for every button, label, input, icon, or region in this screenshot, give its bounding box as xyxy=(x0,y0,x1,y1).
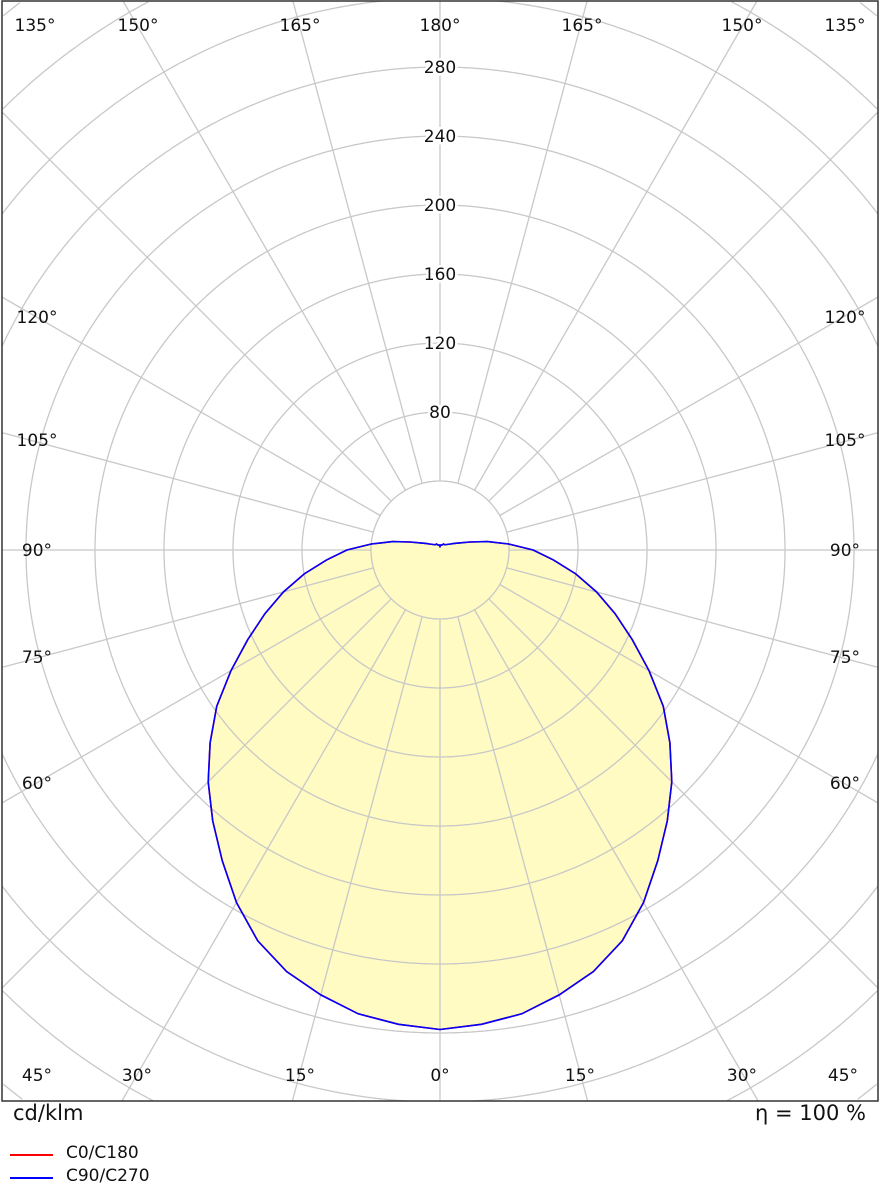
angle-label: 60° xyxy=(22,774,52,794)
grid-spoke xyxy=(506,567,879,668)
angle-label: 30° xyxy=(122,1066,152,1086)
grid-spoke xyxy=(457,0,588,484)
angle-label: 15° xyxy=(285,1066,315,1086)
grid-spoke xyxy=(1,296,381,517)
grid-spoke xyxy=(1,567,374,668)
angle-label: 90° xyxy=(830,541,860,561)
grid-spoke xyxy=(473,0,758,491)
angle-label: 105° xyxy=(17,431,58,451)
unit-label: cd/klm xyxy=(13,1101,84,1125)
radial-tick-label: 280 xyxy=(424,58,456,78)
legend-label-c0: C0/C180 xyxy=(66,1143,139,1163)
grid-ring xyxy=(2,2,878,1100)
angle-label: 180° xyxy=(420,16,461,36)
grid-spoke xyxy=(1,583,381,804)
legend-label-c90: C90/C270 xyxy=(66,1166,150,1186)
angle-label: 75° xyxy=(830,648,860,668)
grid-spoke xyxy=(292,0,423,484)
angle-label: 165° xyxy=(280,16,321,36)
grid-ring xyxy=(2,1,878,1102)
angle-label: 15° xyxy=(565,1066,595,1086)
grid-spoke xyxy=(1,598,392,989)
angle-label: 30° xyxy=(727,1066,757,1086)
angle-label: 135° xyxy=(15,16,56,36)
angle-label: 0° xyxy=(430,1066,449,1086)
radial-tick-label: 200 xyxy=(424,196,456,216)
angle-label: 120° xyxy=(825,308,866,328)
angle-label: 45° xyxy=(828,1066,858,1086)
grid-ring xyxy=(1,0,879,1102)
curve-c90-c270 xyxy=(207,540,673,1031)
angle-label: 90° xyxy=(22,541,52,561)
angle-label: 105° xyxy=(825,431,866,451)
grid-spoke xyxy=(291,616,423,1102)
radial-tick-label: 80 xyxy=(429,403,451,423)
grid-spoke xyxy=(1,111,392,502)
grid-spoke xyxy=(499,583,879,804)
angle-label: 60° xyxy=(830,774,860,794)
efficiency-label: η = 100 % xyxy=(755,1101,866,1125)
angle-label: 135° xyxy=(825,16,866,36)
angle-label: 120° xyxy=(17,308,58,328)
grid-spoke xyxy=(488,111,879,502)
radial-tick-label: 160 xyxy=(424,265,456,285)
grid-spoke xyxy=(457,616,589,1102)
plot-frame xyxy=(1,0,879,1102)
angle-label: 75° xyxy=(22,648,52,668)
legend-line-c0 xyxy=(10,1154,53,1156)
grid-spoke xyxy=(121,609,407,1102)
angle-label: 150° xyxy=(722,16,763,36)
grid-spoke xyxy=(488,598,879,989)
grid-spoke xyxy=(473,609,759,1102)
angle-label: 165° xyxy=(562,16,603,36)
radial-tick-label: 120 xyxy=(424,334,456,354)
grid-spoke xyxy=(1,432,374,533)
legend-line-c90 xyxy=(10,1177,53,1179)
angle-label: 45° xyxy=(22,1066,52,1086)
grid-spoke xyxy=(506,432,879,533)
plot-area xyxy=(1,0,879,1102)
grid-spoke xyxy=(122,0,407,491)
grid-spoke xyxy=(499,296,879,517)
radial-tick-label: 240 xyxy=(424,127,456,147)
angle-label: 150° xyxy=(118,16,159,36)
